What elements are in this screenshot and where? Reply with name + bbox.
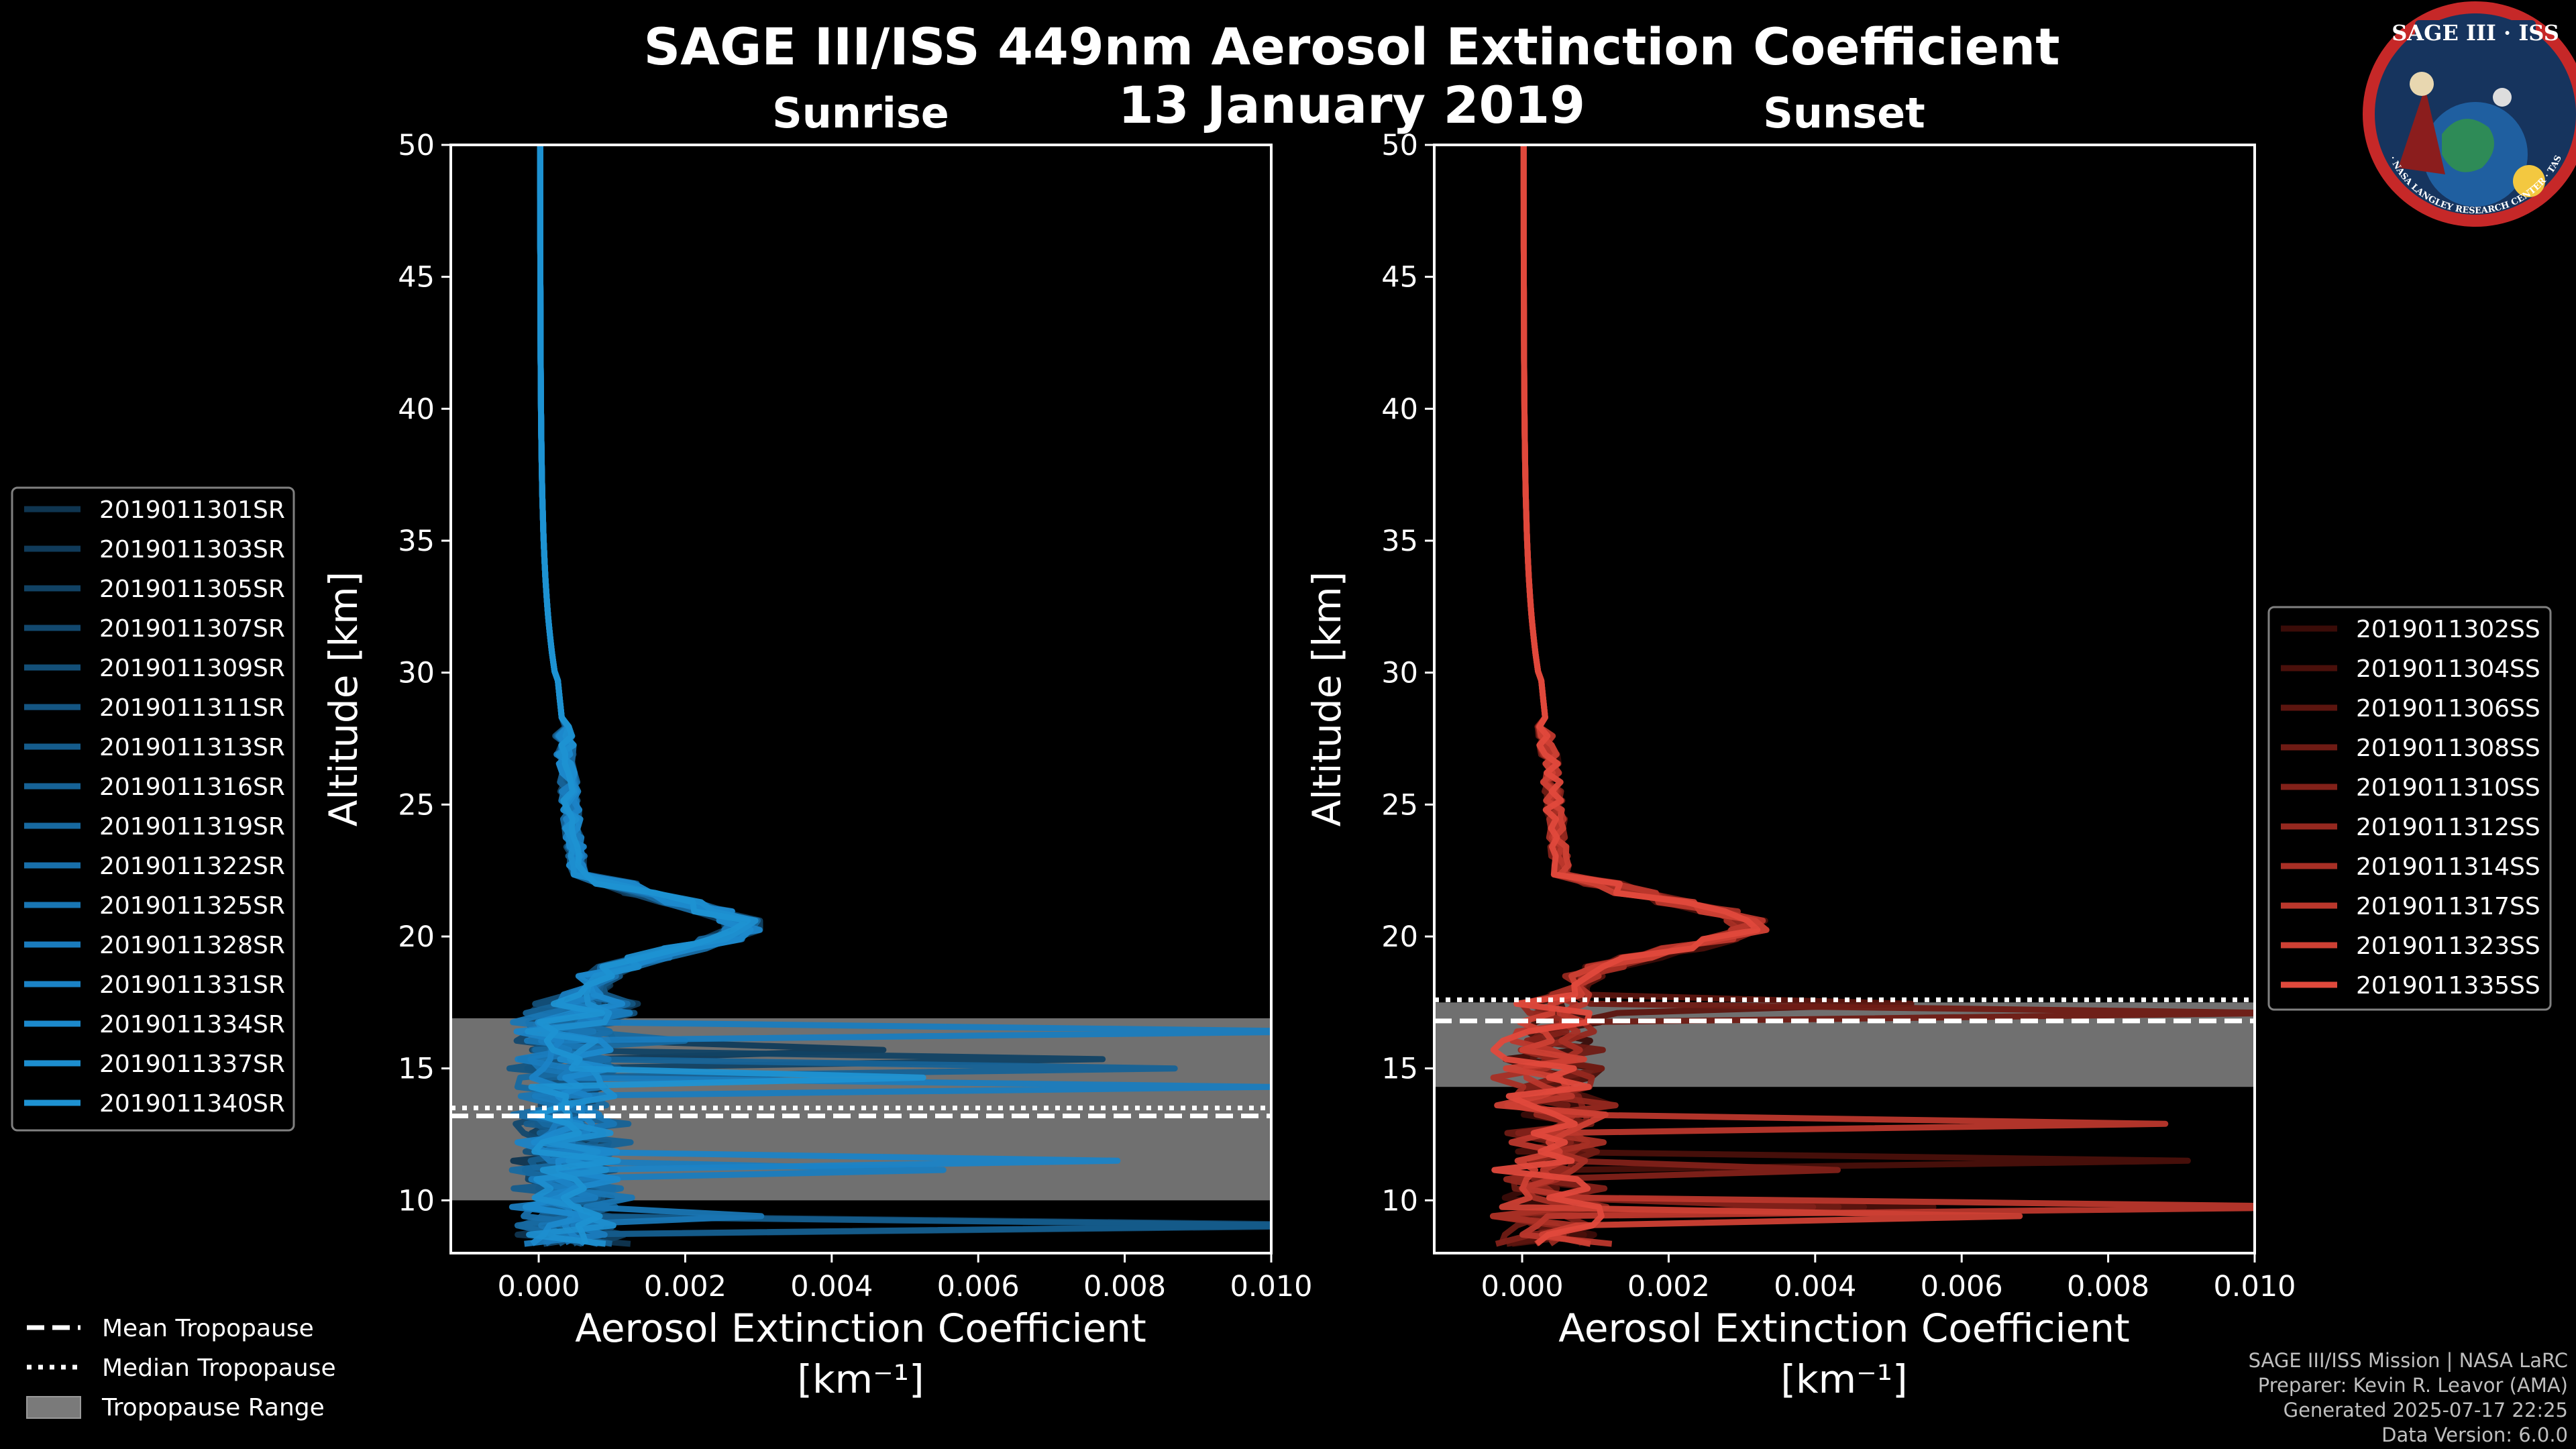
mean-tropopause-label: Mean Tropopause [102,1315,314,1342]
x-axis-unit: [km⁻¹] [1780,1356,1907,1402]
y-axis-label: Altitude [km] [321,572,366,826]
plot-frame [1433,144,2256,1254]
panel-title: Sunrise [772,89,949,138]
credit-generated: Generated 2025-07-17 22:25 [2284,1399,2568,1421]
series-line-2019011335SS [1490,145,1761,1246]
y-tick-label: 15 [1381,1053,1418,1086]
legend-label: 2019011309SR [99,655,285,682]
y-axis-label: Altitude [km] [1304,572,1350,826]
legend-label: 2019011310SS [2356,774,2540,802]
x-tick-label: 0.000 [1481,1270,1563,1303]
x-tick-label: 0.008 [2067,1270,2149,1303]
y-tick-label: 40 [1381,392,1418,426]
tropopause-legend: Mean Tropopause Median Tropopause Tropop… [26,1315,336,1421]
median-tropopause-label: Median Tropopause [102,1354,336,1382]
x-tick-label: 0.004 [1774,1270,1856,1303]
legend-label: 2019011301SR [99,496,285,524]
legend-label: 2019011304SS [2356,655,2540,683]
legend-label: 2019011308SS [2356,735,2540,762]
legend-label: 2019011307SR [99,615,285,643]
x-tick-label: 0.004 [790,1270,873,1303]
y-tick-label: 25 [1381,788,1418,822]
legend-label: 2019011325SR [99,892,285,920]
y-tick-label: 30 [398,657,435,690]
y-tick-label: 15 [398,1053,435,1086]
y-tick-label: 25 [398,788,435,822]
logo-title: SAGE III · ISS [2392,20,2559,46]
x-axis-unit: [km⁻¹] [797,1356,924,1402]
y-tick-label: 30 [1381,657,1418,690]
credit-preparer: Preparer: Kevin R. Leavor (AMA) [2258,1374,2568,1397]
panel-title: Sunset [1763,89,1925,138]
y-tick-label: 50 [1381,129,1418,162]
x-axis-label: Aerosol Extinction Coefficient [1558,1305,2130,1351]
series-line-2019011340SR [528,145,926,1245]
x-tick-label: 0.010 [1230,1270,1312,1303]
x-tick-label: 0.010 [2213,1270,2296,1303]
legend-label: 2019011331SR [99,971,285,999]
plot-frame [449,144,1273,1254]
legend-label: 2019011335SS [2356,972,2540,1000]
x-tick-label: 0.000 [497,1270,580,1303]
legend-label: 2019011322SR [99,853,285,880]
tropopause-range-swatch [26,1396,81,1419]
legend-label: 2019011306SS [2356,695,2540,722]
legend-label: 2019011319SR [99,813,285,841]
figure-title: SAGE III/ISS 449nm Aerosol Extinction Co… [643,17,2059,76]
y-tick-label: 10 [1381,1184,1418,1218]
figure-date: 13 January 2019 [1118,75,1585,135]
legend-label: 2019011340SR [99,1090,285,1118]
legend-label: 2019011303SR [99,536,285,564]
x-axis-label: Aerosol Extinction Coefficient [575,1305,1146,1351]
credit-mission: SAGE III/ISS Mission | NASA LaRC [2249,1349,2568,1372]
x-tick-label: 0.006 [1921,1270,2003,1303]
legend-label: 2019011312SS [2356,814,2540,841]
x-tick-label: 0.006 [937,1270,1020,1303]
legend-label: 2019011311SR [99,694,285,722]
y-tick-label: 35 [398,525,435,558]
y-tick-label: 50 [398,129,435,162]
sunset-legend: 2019011302SS 2019011304SS 2019011306SS 2019… [2267,606,2552,1011]
legend-label: 2019011314SS [2356,853,2540,881]
y-tick-label: 40 [398,392,435,426]
legend-label: 2019011334SR [99,1011,285,1038]
sunrise-chart: 0.000 0.002 0.004 0.006 0.008 0.010 10 15 20 25 30… [321,89,1313,1402]
tropopause-range-label: Tropopause Range [101,1394,325,1421]
x-tick-label: 0.002 [1627,1270,1710,1303]
sunset-chart: 0.000 0.002 0.004 0.006 0.008 0.010 10 15 20 25 30… [1304,89,2296,1402]
y-tick-label: 35 [1381,525,1418,558]
legend-label: 2019011337SR [99,1051,285,1078]
legend-label: 2019011323SS [2356,932,2540,960]
credits: SAGE III/ISS Mission | NASA LaRC Prepare… [2249,1349,2568,1446]
legend-label: 2019011305SR [99,576,285,603]
legend-label: 2019011317SS [2356,893,2540,920]
x-tick-label: 0.008 [1083,1270,1166,1303]
legend-label: 2019011302SS [2356,616,2540,643]
sunrise-legend: 2019011301SR 2019011303SR 2019011305SR 2019… [11,486,295,1132]
legend-label: 2019011316SR [99,773,285,801]
legend-label: 2019011313SR [99,734,285,761]
legend-label: 2019011328SR [99,932,285,959]
y-tick-label: 10 [398,1184,435,1218]
y-tick-label: 20 [398,920,435,954]
credit-data-version: Data Version: 6.0.0 [2381,1424,2568,1446]
x-tick-label: 0.002 [644,1270,727,1303]
y-tick-label: 45 [398,261,435,294]
y-tick-label: 20 [1381,920,1418,954]
y-tick-label: 45 [1381,261,1418,294]
